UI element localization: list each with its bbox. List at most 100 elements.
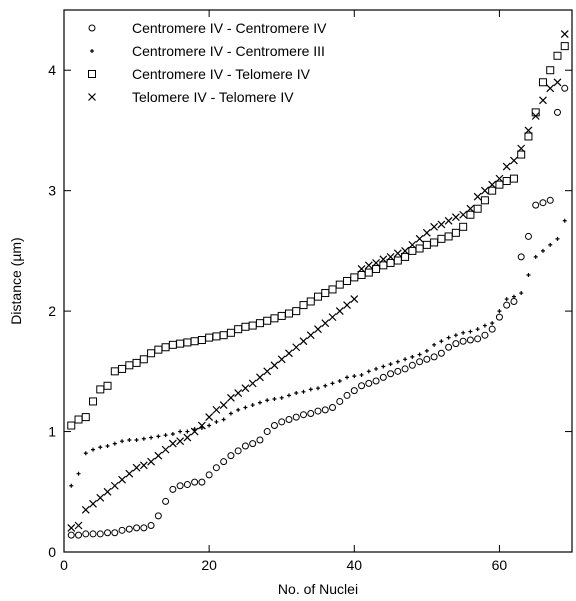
data-point-plus xyxy=(417,352,422,357)
data-point-square xyxy=(241,322,250,331)
x-axis: 0 20 40 60 xyxy=(60,10,507,573)
data-point-plus xyxy=(112,441,117,446)
data-point-square xyxy=(517,150,526,159)
data-point-plus xyxy=(69,483,74,488)
data-point-square xyxy=(176,339,185,348)
data-point-circle xyxy=(488,325,496,333)
data-point-square xyxy=(67,421,76,430)
data-point-plus xyxy=(359,372,364,377)
data-point-cross xyxy=(314,325,322,334)
data-point-square xyxy=(372,264,381,273)
data-point-plus xyxy=(352,374,357,379)
data-point-plus xyxy=(228,411,233,416)
data-point-cross xyxy=(299,337,308,346)
data-point-circle xyxy=(314,407,322,415)
data-point-circle xyxy=(234,447,242,455)
data-point-circle xyxy=(125,525,133,533)
data-point-square xyxy=(379,261,388,270)
data-point-plus xyxy=(540,248,545,253)
data-point-plus xyxy=(548,242,553,247)
data-point-square xyxy=(531,108,540,117)
data-point-plus xyxy=(468,329,473,334)
data-point-circle xyxy=(270,422,278,430)
data-point-cross xyxy=(168,439,177,448)
data-point-plus xyxy=(410,354,415,359)
data-point-plus xyxy=(178,429,183,434)
data-point-cross xyxy=(502,162,511,171)
data-point-square xyxy=(212,332,221,341)
data-point-plus xyxy=(388,362,393,367)
data-point-square xyxy=(197,336,206,345)
data-point-square xyxy=(277,311,286,320)
data-point-cross xyxy=(386,252,395,261)
data-point-square xyxy=(190,337,199,346)
data-point-circle xyxy=(394,367,402,375)
data-point-plus xyxy=(236,407,241,412)
data-point-circle xyxy=(292,413,300,421)
x-tick-label: 40 xyxy=(346,557,362,573)
data-point-cross xyxy=(560,30,569,39)
data-point-plus xyxy=(207,423,212,428)
data-point-circle xyxy=(343,391,351,399)
data-point-plus xyxy=(403,357,408,362)
data-point-cross xyxy=(205,413,214,422)
data-point-circle xyxy=(358,382,366,390)
data-point-cross xyxy=(89,499,97,508)
data-point-circle xyxy=(365,379,373,387)
y-tick-label: 3 xyxy=(48,183,56,199)
data-point-square xyxy=(466,210,475,219)
data-point-plus xyxy=(221,417,226,422)
data-point-circle xyxy=(67,531,75,539)
data-point-circle xyxy=(329,403,337,411)
data-point-plus xyxy=(439,339,444,344)
data-point-square xyxy=(154,345,163,354)
data-point-circle xyxy=(408,361,416,369)
data-point-cross xyxy=(350,295,359,303)
data-point-plus xyxy=(345,375,350,380)
data-point-square xyxy=(408,246,417,255)
data-point-circle xyxy=(263,428,271,436)
data-point-plus xyxy=(98,445,103,450)
data-point-circle xyxy=(299,411,307,419)
data-point-circle xyxy=(401,365,409,373)
data-point-cross xyxy=(241,384,250,393)
data-point-square xyxy=(132,358,141,367)
data-point-square xyxy=(89,397,98,406)
data-point-square xyxy=(103,381,112,390)
data-point-cross xyxy=(270,361,279,370)
data-point-plus xyxy=(163,433,168,438)
data-point-plus xyxy=(141,436,146,441)
data-point-square xyxy=(560,42,569,51)
data-point-square xyxy=(437,234,446,243)
data-point-circle xyxy=(510,297,518,305)
y-tick-label: 0 xyxy=(48,544,56,560)
data-point-square xyxy=(495,180,504,189)
data-point-cross xyxy=(190,427,199,436)
data-point-square xyxy=(480,196,489,205)
data-point-circle xyxy=(452,340,460,348)
data-point-circle xyxy=(176,482,184,490)
data-point-cross xyxy=(379,255,388,264)
data-point-circle xyxy=(75,531,83,539)
data-point-cross xyxy=(517,144,526,153)
data-point-circle xyxy=(198,478,206,486)
data-point-square xyxy=(415,244,424,253)
data-point-plus xyxy=(185,429,190,434)
data-point-cross xyxy=(451,213,460,222)
data-point-circle xyxy=(96,530,104,538)
data-point-square xyxy=(364,268,373,277)
x-tick-label: 20 xyxy=(201,557,217,573)
data-point-plus xyxy=(461,330,466,335)
data-point-plus xyxy=(490,321,495,326)
data-point-circle xyxy=(133,524,141,532)
data-point-circle xyxy=(379,373,387,381)
data-point-cross xyxy=(183,433,192,442)
data-point-square xyxy=(343,277,352,285)
data-point-circle xyxy=(459,337,467,345)
data-point-square xyxy=(219,331,228,340)
data-point-square xyxy=(81,413,90,422)
data-point-circle xyxy=(503,301,511,309)
data-point-plus xyxy=(526,272,531,277)
legend-label: Centromere IV - Centromere IV xyxy=(132,20,327,36)
